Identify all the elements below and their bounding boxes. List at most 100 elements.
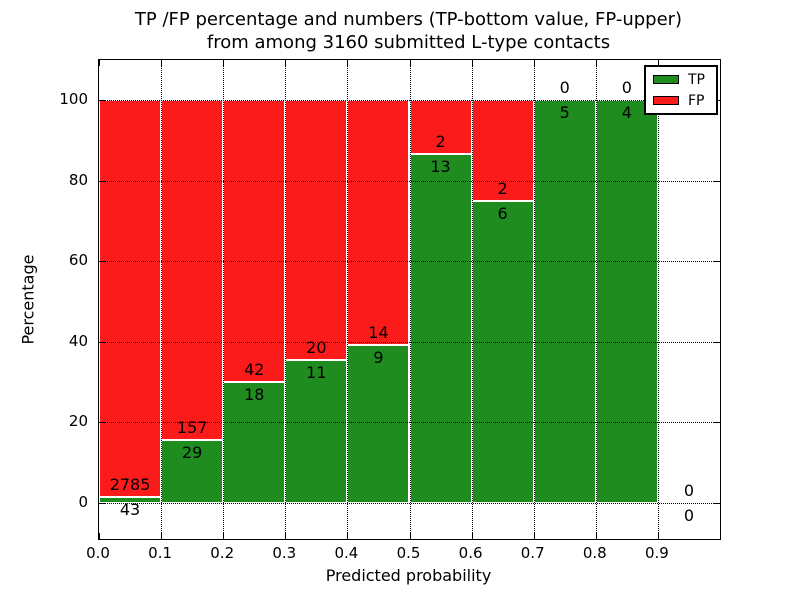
y-tick-label-40: 40 [68,331,88,350]
x-tick-bottom-0.5 [409,533,411,539]
fp-bar-segment-0.2 [223,100,286,382]
legend-row-tp: TP [653,73,709,87]
y-tick-left-20 [99,422,105,424]
legend: TP FP [644,65,718,115]
y-tick-left-80 [99,180,105,182]
fp-count-label-0.8: 0 [621,78,632,98]
tp-count-label-0.7: 5 [559,103,570,123]
y-tick-label-0: 0 [78,492,88,511]
tp-bar-segment-0.8 [595,100,658,503]
x-tick-bottom-0.6 [471,533,473,539]
y-tick-left-100 [99,100,105,102]
v-gridline-0.9 [657,60,659,539]
fp-bar-segment-0.5 [409,100,472,154]
x-tick-label-0.2: 0.2 [210,544,235,562]
tp-bar-segment-0.4 [347,345,410,503]
x-tick-bottom-0.9 [657,533,659,539]
fp-bar-segment-0.1 [161,100,224,440]
y-axis-label: Percentage [18,254,38,345]
chart-title-line1: TP /FP percentage and numbers (TP-bottom… [134,9,683,30]
x-tick-bottom-0.3 [285,533,287,539]
v-gridline-0.6 [471,60,473,539]
tp-bar-segment-0.1 [161,440,224,503]
fp-bar-segment-0.3 [285,100,348,360]
v-gridline-0.7 [533,60,535,539]
x-tick-bottom-0.7 [533,533,535,539]
y-tick-label-60: 60 [68,251,88,270]
x-tick-label-0.3: 0.3 [272,544,297,562]
fp-count-label-0.9: 0 [683,480,695,500]
y-tick-right-0 [714,502,720,504]
y-tick-right-80 [714,180,720,182]
y-tick-left-0 [99,502,105,504]
tp-count-label-0.2: 18 [244,385,265,405]
fp-count-label-0.6: 2 [497,178,508,198]
x-tick-top-0.2 [223,60,225,66]
tp-count-label-0.8: 4 [621,103,632,123]
v-gridline-0.8 [595,60,597,539]
fp-count-label-0.1: 157 [176,418,208,438]
tp-bar-segment-0.0 [99,496,162,503]
x-tick-label-0.6: 0.6 [458,544,483,562]
tp-bar-segment-0.5 [409,153,472,503]
v-gridline-0.1 [161,60,163,539]
tp-count-label-0.9: 0 [683,505,695,525]
x-tick-top-0.6 [471,60,473,66]
v-gridline-0.2 [223,60,225,539]
y-tick-right-40 [714,341,720,343]
x-tick-top-0.5 [409,60,411,66]
x-tick-label-0.4: 0.4 [334,544,359,562]
tp-count-label-0.5: 13 [430,156,451,176]
x-tick-bottom-0.4 [347,533,349,539]
y-tick-label-80: 80 [68,170,88,189]
y-tick-label-100: 100 [59,90,88,109]
x-tick-top-0.7 [533,60,535,66]
tp-count-label-0.1: 29 [181,443,203,462]
tp-count-label-0.6: 6 [497,203,508,223]
chart-title: TP /FP percentage and numbers (TP-bottom… [98,8,719,54]
fp-count-label-0.4: 14 [368,323,389,343]
x-tick-bottom-0.8 [595,533,597,539]
v-gridline-0.4 [347,60,349,539]
x-tick-top-0.0 [99,60,100,66]
x-axis-label: Predicted probability [325,566,492,585]
x-tick-top-0.4 [347,60,349,66]
tp-legend-label: TP [688,71,705,88]
x-tick-bottom-0.2 [223,533,225,539]
tp-bar-segment-0.3 [285,359,348,503]
fp-legend-label: FP [688,92,705,109]
x-tick-label-0.5: 0.5 [396,544,421,562]
fp-count-label-0.0: 2785 [109,474,151,494]
legend-row-fp: FP [653,94,709,108]
fp-legend-swatch [653,96,679,105]
x-tick-label-0.9: 0.9 [644,544,669,562]
v-gridline-0.5 [409,60,411,539]
y-tick-right-20 [714,422,720,424]
tp-bar-segment-0.7 [533,100,596,503]
fp-count-label-0.7: 0 [559,78,570,98]
y-tick-left-60 [99,261,105,263]
y-tick-label-20: 20 [68,412,88,431]
y-tick-right-60 [714,261,720,263]
y-tick-left-40 [99,341,105,343]
fp-count-label-0.5: 2 [435,131,446,151]
x-tick-bottom-0.1 [161,533,163,539]
x-tick-label-0.1: 0.1 [148,544,173,562]
x-tick-bottom-0.0 [99,533,100,539]
x-tick-label-0.0: 0.0 [86,544,110,562]
chart-title-line2: from among 3160 submitted L-type contact… [206,32,611,53]
tp-count-label-0.4: 9 [373,348,384,368]
fp-count-label-0.3: 20 [306,337,327,357]
x-tick-top-0.9 [657,60,659,66]
v-gridline-0.3 [285,60,287,539]
x-tick-label-0.8: 0.8 [582,544,607,562]
fp-bar-segment-0.4 [347,100,410,346]
x-tick-top-0.1 [161,60,163,66]
tp-count-label-0.3: 11 [306,362,327,382]
tp-bar-segment-0.6 [471,200,534,503]
x-tick-label-0.7: 0.7 [520,544,545,562]
plot-area: 2785 43 157 29 42 18 20 11 14 9 2 13 2 6 0 5 0 4 0 0 [98,59,721,540]
fp-count-label-0.2: 42 [244,360,265,380]
x-tick-top-0.8 [595,60,597,66]
